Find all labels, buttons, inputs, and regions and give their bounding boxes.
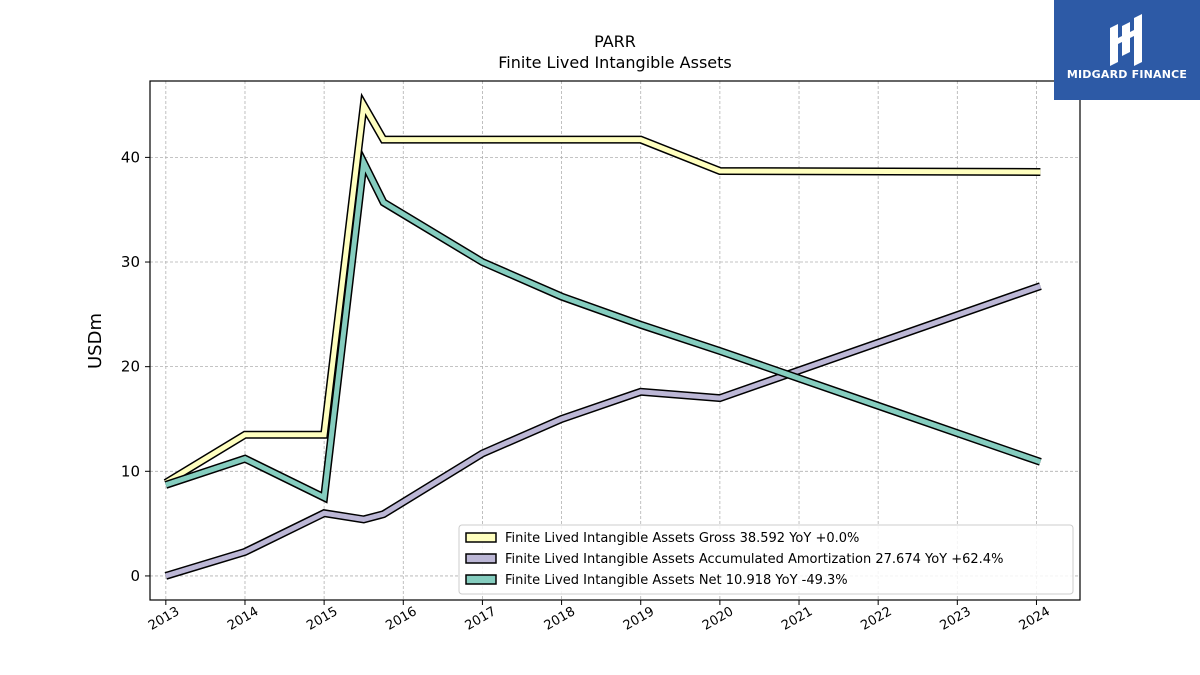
series-3 xyxy=(164,148,1042,504)
series-1 xyxy=(163,92,1041,487)
x-tick-label: 2019 xyxy=(621,604,657,634)
x-tick-label: 2014 xyxy=(225,604,261,634)
x-tick-label: 2015 xyxy=(304,604,340,634)
series-line xyxy=(164,97,1041,485)
series-2 xyxy=(164,282,1042,580)
x-tick-label: 2013 xyxy=(146,604,182,634)
series-outline xyxy=(163,92,1041,487)
x-tick-label: 2023 xyxy=(937,604,973,634)
x-tick-label: 2024 xyxy=(1017,604,1053,634)
legend-swatch xyxy=(465,532,497,543)
x-axis: 2013 2014 2015 2016 2017 2018 2019 2020 2021 2022… xyxy=(146,600,1053,634)
y-tick-label: 0 xyxy=(130,567,140,585)
brand-name: MIDGARD FINANCE xyxy=(1066,68,1188,81)
chart-subtitle: Finite Lived Intangible Assets xyxy=(498,53,731,72)
x-tick-label: 2020 xyxy=(700,604,736,634)
y-tick-label: 20 xyxy=(121,358,140,376)
legend-swatch xyxy=(465,574,497,585)
y-tick-label: 40 xyxy=(121,148,140,166)
legend-entry: Finite Lived Intangible Assets Net 10.91… xyxy=(505,573,848,588)
x-tick-label: 2018 xyxy=(542,604,578,634)
series-line xyxy=(165,153,1042,502)
chart-title: PARR xyxy=(594,32,636,51)
grid xyxy=(150,81,1080,600)
midgard-logo-icon xyxy=(1110,14,1142,66)
x-tick-label: 2021 xyxy=(779,604,815,634)
x-tick-label: 2017 xyxy=(463,604,499,634)
plot-frame xyxy=(149,80,1081,601)
brand-logo: MIDGARD FINANCE xyxy=(1054,0,1200,100)
series-lines xyxy=(163,92,1042,580)
y-axis-label: USDm xyxy=(85,313,106,369)
legend-entry: Finite Lived Intangible Assets Gross 38.… xyxy=(505,531,859,546)
x-tick-label: 2022 xyxy=(858,604,894,634)
legend-box xyxy=(458,524,1074,595)
y-tick-label: 10 xyxy=(121,462,140,480)
x-tick-label: 2016 xyxy=(383,604,419,634)
legend-swatch xyxy=(465,553,497,564)
y-axis: 0 10 20 30 40 xyxy=(121,148,150,585)
legend: Finite Lived Intangible Assets Gross 38.… xyxy=(458,524,1074,595)
y-tick-label: 30 xyxy=(121,253,140,271)
series-line xyxy=(165,283,1042,579)
legend-entry: Finite Lived Intangible Assets Accumulat… xyxy=(505,552,1003,567)
